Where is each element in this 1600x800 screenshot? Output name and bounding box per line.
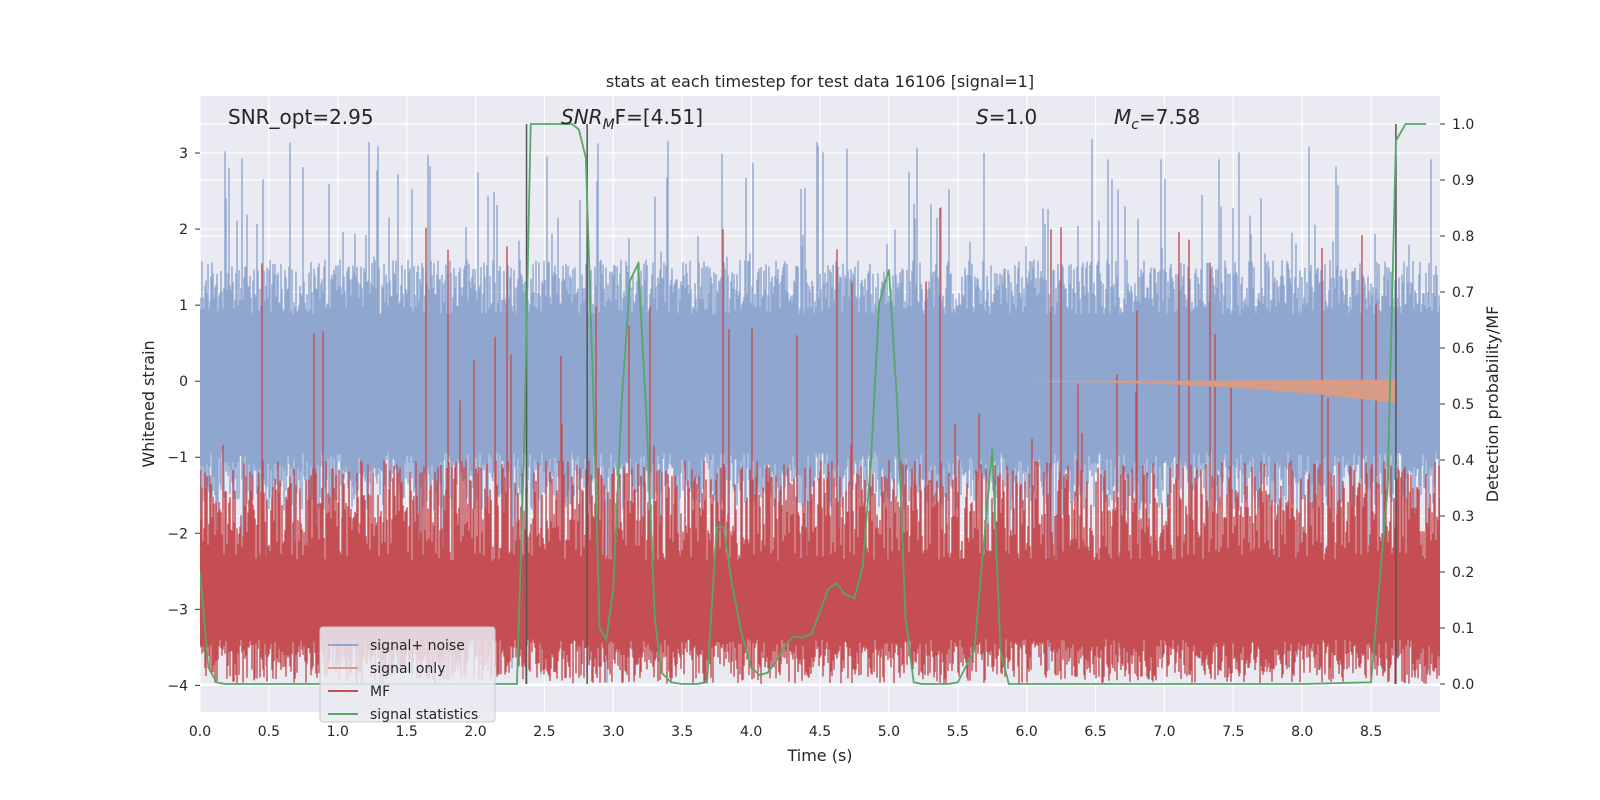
y-axis-left-label: Whitened strain: [139, 340, 158, 467]
annotation-mc-symbol: M: [1114, 105, 1131, 129]
series-mf: [200, 208, 1440, 684]
y-tick-label-right: 1.0: [1452, 117, 1474, 133]
y-tick-label-left: 3: [179, 146, 188, 162]
y-tick-label-right: 0.9: [1452, 173, 1474, 189]
x-tick-label: 8.5: [1360, 724, 1382, 740]
y-tick-label-right: 0.3: [1452, 509, 1474, 525]
legend-label: signal only: [370, 661, 445, 677]
y-tick-label-left: −3: [167, 602, 188, 618]
annotation-s-symbol: S: [976, 105, 989, 129]
x-tick-label: 1.0: [327, 724, 349, 740]
x-tick-label: 4.5: [809, 724, 831, 740]
annotation-mc: Mc=7.58: [1114, 105, 1200, 133]
y-tick-label-right: 0.2: [1452, 565, 1474, 581]
annotation-s: S=1.0: [976, 105, 1037, 129]
x-tick-label: 3.0: [602, 724, 624, 740]
legend-items: signal+ noise signal only MF signal statist…: [328, 638, 478, 723]
legend-box: [319, 626, 496, 723]
y-tick-label-right: 0.1: [1452, 621, 1474, 637]
x-tick-label: 3.5: [671, 724, 693, 740]
y-tick-label-left: −1: [167, 450, 188, 466]
y-tick-label-right: 0.4: [1452, 453, 1474, 469]
x-tick-label: 5.5: [947, 724, 969, 740]
x-axis-label: Time (s): [786, 746, 852, 765]
legend-label: signal statistics: [370, 707, 478, 723]
y-tick-label-left: −2: [167, 526, 188, 542]
y-axis-right-label: Detection probability/MF: [1483, 306, 1502, 503]
legend: signal+ noise signal only MF signal statist…: [319, 626, 496, 723]
x-tick-label: 6.0: [1016, 724, 1038, 740]
y-tick-label-left: −4: [167, 678, 188, 694]
y-axis-right-ticks: 1.0 0.9 0.8 0.7 0.6 0.5 0.4 0.3 0.2 0.1 0.0: [1440, 117, 1474, 693]
x-tick-label: 7.0: [1153, 724, 1175, 740]
annotation-snr-opt: SNR_opt=2.95: [228, 105, 374, 129]
legend-label: MF: [370, 684, 390, 700]
y-tick-label-right: 0.6: [1452, 341, 1474, 357]
annotation-snr-mf-value: F=[4.51]: [615, 105, 703, 129]
y-tick-label-left: 1: [179, 298, 188, 314]
x-tick-label: 8.0: [1291, 724, 1313, 740]
legend-label: signal+ noise: [370, 638, 465, 654]
x-tick-label: 5.0: [878, 724, 900, 740]
x-tick-label: 2.5: [533, 724, 555, 740]
y-tick-label-right: 0.8: [1452, 229, 1474, 245]
y-axis-left-ticks: 3 2 1 0 −1 −2 −3 −4: [167, 146, 200, 694]
series-signal-statistics: [200, 123, 1427, 685]
x-tick-label: 7.5: [1222, 724, 1244, 740]
annotation-snr-mf-subscript: M: [603, 117, 615, 133]
annotation-mc-value: =7.58: [1139, 105, 1200, 129]
y-tick-label-right: 0.5: [1452, 397, 1474, 413]
y-tick-label-right: 0.7: [1452, 285, 1474, 301]
y-tick-label-right: 0.0: [1452, 677, 1474, 693]
x-tick-label: 4.0: [740, 724, 762, 740]
y-tick-label-left: 2: [179, 222, 188, 238]
annotation-s-value: =1.0: [989, 105, 1038, 129]
y-tick-label-left: 0: [179, 374, 188, 390]
x-axis-ticks: 0.0 0.5 1.0 1.5 2.0 2.5 3.0 3.5 4.0 4.5 5.0 5.5 6.0 6…: [189, 724, 1382, 740]
x-tick-label: 0.0: [189, 724, 211, 740]
annotation-mc-subscript: c: [1131, 117, 1139, 133]
x-tick-label: 1.5: [396, 724, 418, 740]
chart-title: stats at each timestep for test data 161…: [606, 72, 1034, 91]
x-tick-label: 0.5: [258, 724, 280, 740]
annotation-snr-mf-symbol: SNR: [561, 105, 603, 129]
x-tick-label: 2.0: [464, 724, 486, 740]
x-tick-label: 6.5: [1084, 724, 1106, 740]
annotation-snr-mf: SNRMF=[4.51]: [561, 105, 703, 133]
